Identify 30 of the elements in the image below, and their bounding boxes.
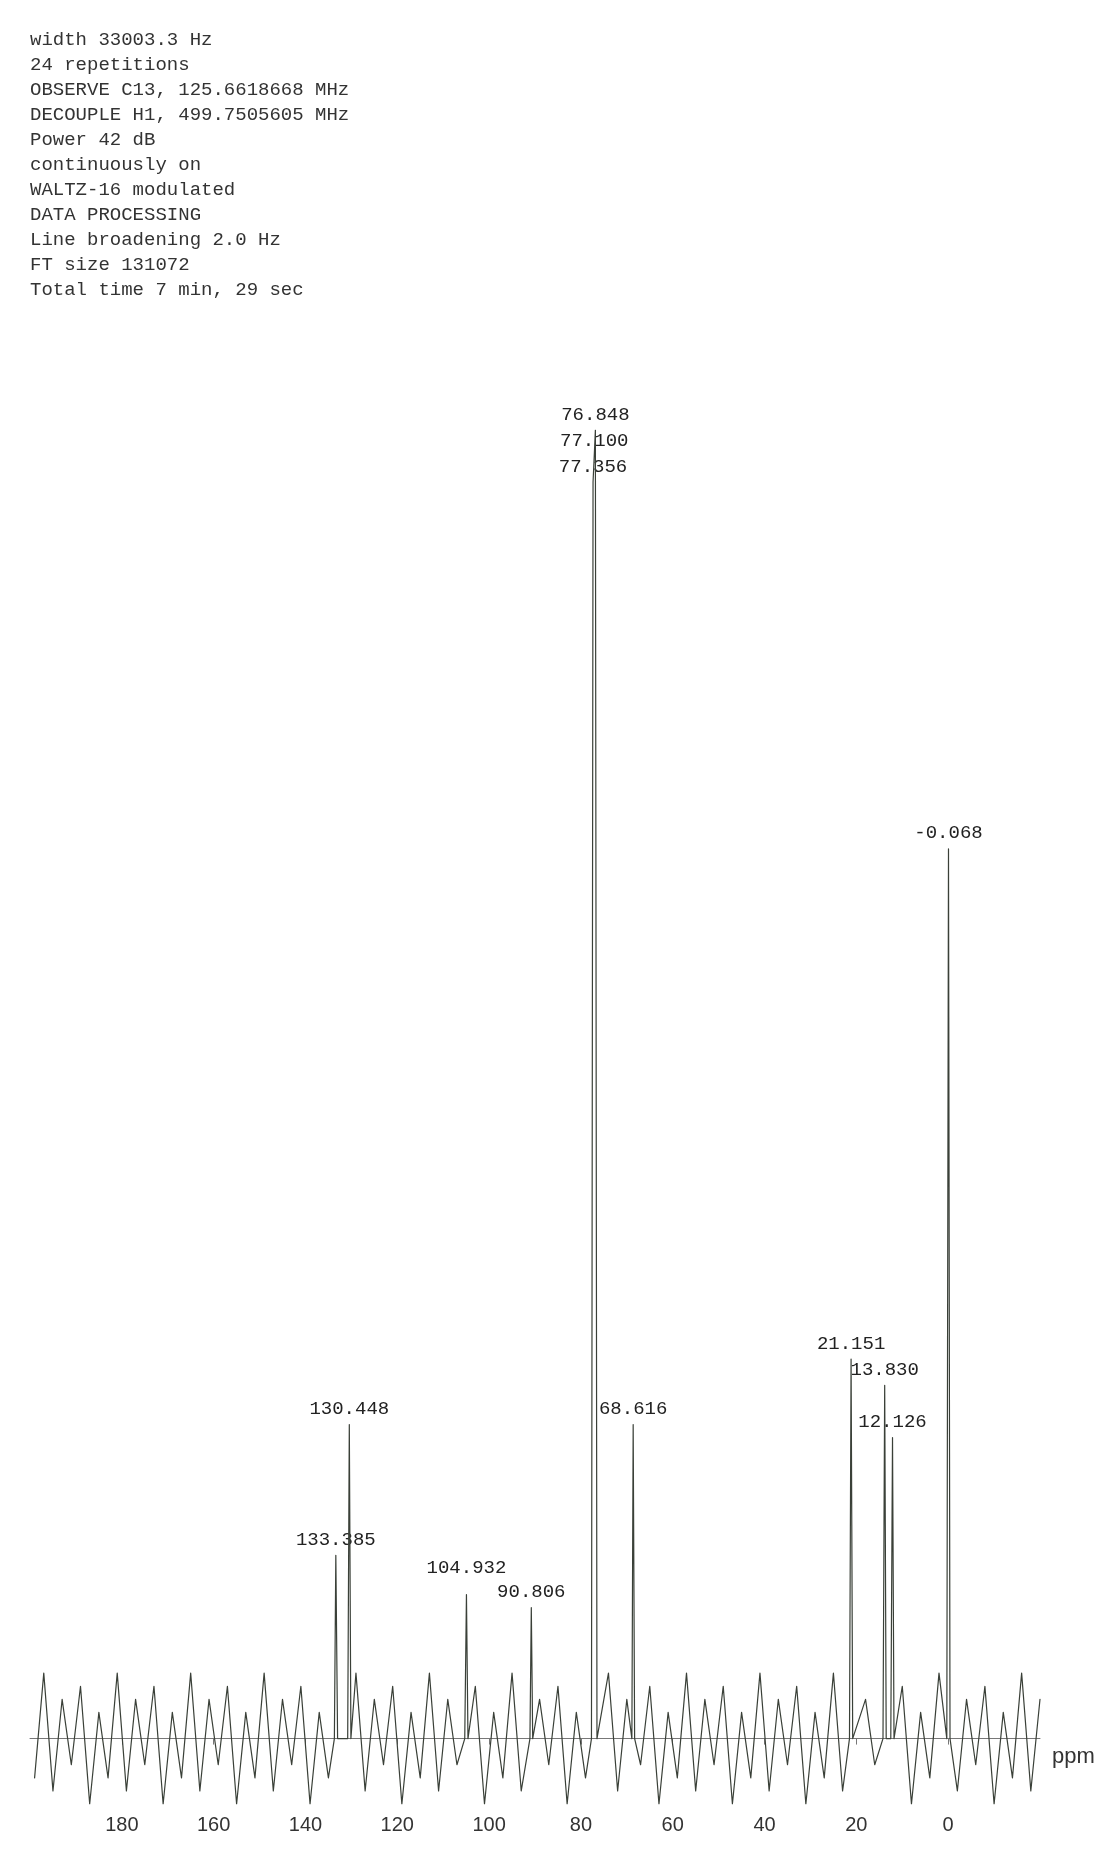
text: 24 repetitions	[30, 53, 190, 76]
x-tick-label: 20	[845, 1813, 868, 1835]
y-axis-title: ppm	[1052, 1743, 1095, 1769]
x-tick-label: 180	[105, 1813, 139, 1835]
annotation: 130.448	[309, 1398, 390, 1421]
text: DECOUPLE H1, 499.7505605 MHz	[30, 103, 350, 126]
annotation: 76.848	[561, 403, 630, 426]
x-tick-label: 100	[472, 1813, 506, 1835]
text: continuously on	[30, 153, 202, 176]
text: Total time 7 min, 29 sec	[30, 278, 304, 301]
annotation: 21.151	[816, 1332, 886, 1355]
text: FT size 131072	[30, 253, 190, 276]
annotation: 68.616	[598, 1398, 668, 1421]
text: Power 42 dB	[30, 128, 156, 151]
x-tick-label: 160	[196, 1813, 231, 1835]
x-tick-label: 0	[942, 1813, 954, 1835]
x-tick-label: 40	[753, 1813, 776, 1835]
annotation: 90.806	[497, 1581, 566, 1604]
text: WALTZ-16 modulated	[30, 178, 236, 201]
text: OBSERVE C13, 125.6618668 MHz	[30, 78, 350, 101]
annotation: 104.932	[426, 1557, 507, 1580]
annotation: 13.830	[850, 1358, 919, 1381]
x-tick-label: 140	[288, 1813, 323, 1835]
text: DATA PROCESSING	[30, 203, 202, 226]
x-tick-label: 60	[661, 1813, 684, 1835]
text: Line broadening 2.0 Hz	[30, 228, 281, 251]
x-tick-label: 120	[380, 1813, 414, 1835]
text: width 33003.3 Hz	[30, 28, 213, 51]
x-tick-label: 80	[569, 1813, 593, 1835]
annotation: -0.068	[914, 822, 983, 845]
